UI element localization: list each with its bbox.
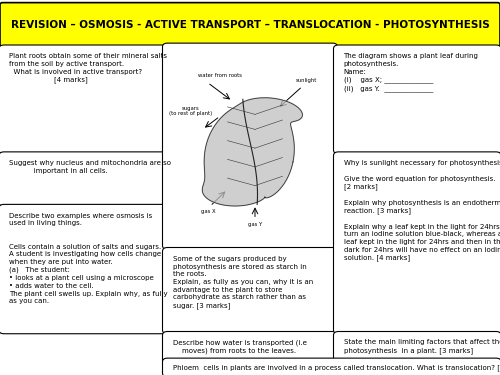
FancyBboxPatch shape	[162, 43, 338, 249]
Text: State the main limiting factors that affect the rate of
photosynthesis  in a pla: State the main limiting factors that aff…	[344, 339, 500, 354]
Text: The diagram shows a plant leaf during
photosynthesis.
Name:
(i)    gas X; ______: The diagram shows a plant leaf during ph…	[344, 53, 478, 92]
FancyBboxPatch shape	[162, 248, 338, 334]
Text: Describe two examples where osmosis is
used in living things.


Cells contain a : Describe two examples where osmosis is u…	[9, 213, 168, 304]
Text: Describe how water is transported (i.e
    moves) from roots to the leaves.: Describe how water is transported (i.e m…	[172, 339, 306, 354]
FancyBboxPatch shape	[162, 358, 500, 375]
FancyBboxPatch shape	[162, 332, 338, 364]
Text: water from roots: water from roots	[198, 73, 242, 78]
Text: Why is sunlight necessary for photosynthesis?

Give the word equation for photos: Why is sunlight necessary for photosynth…	[344, 160, 500, 261]
FancyBboxPatch shape	[334, 152, 500, 334]
Text: Plant roots obtain some of their mineral salts
from the soil by active transport: Plant roots obtain some of their mineral…	[9, 53, 167, 83]
FancyBboxPatch shape	[334, 332, 500, 364]
Polygon shape	[202, 98, 302, 206]
FancyBboxPatch shape	[334, 45, 500, 154]
FancyBboxPatch shape	[0, 45, 166, 154]
Text: sugars: sugars	[182, 106, 200, 111]
Text: Suggest why nucleus and mitochondria are so
           important in all cells.: Suggest why nucleus and mitochondria are…	[9, 160, 171, 174]
FancyBboxPatch shape	[0, 3, 500, 47]
Text: Phloem  cells in plants are involved in a process called translocation. What is : Phloem cells in plants are involved in a…	[172, 364, 500, 375]
FancyBboxPatch shape	[0, 152, 166, 206]
Text: sunlight: sunlight	[296, 78, 316, 83]
Text: gas X: gas X	[201, 209, 216, 214]
FancyBboxPatch shape	[0, 204, 166, 334]
Text: Some of the sugars produced by
photosynthesis are stored as starch in
the roots.: Some of the sugars produced by photosynt…	[172, 256, 313, 309]
Text: (to rest of plant): (to rest of plant)	[170, 111, 212, 116]
Text: REVISION – OSMOSIS - ACTIVE TRANSPORT – TRANSLOCATION - PHOTOSYNTHESIS: REVISION – OSMOSIS - ACTIVE TRANSPORT – …	[10, 20, 490, 30]
Text: gas Y: gas Y	[248, 222, 262, 227]
